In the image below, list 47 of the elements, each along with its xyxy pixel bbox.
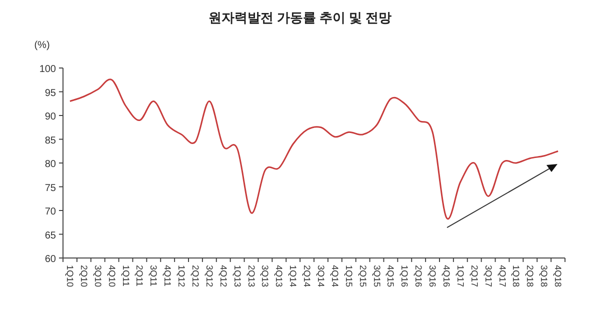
- x-tick-label: 2Q17: [469, 265, 480, 288]
- y-tick-label: 80: [44, 159, 56, 170]
- x-tick-label: 3Q11: [148, 265, 159, 286]
- x-tick-label: 4Q15: [386, 265, 396, 288]
- x-tick-label: 1Q16: [400, 265, 410, 288]
- x-tick-label: 2Q11: [134, 265, 145, 286]
- y-tick-label: 75: [44, 182, 56, 194]
- x-tick-label: 4Q12: [218, 265, 228, 288]
- x-tick-label: 1Q10: [64, 265, 75, 288]
- x-tick-label: 3Q18: [539, 265, 550, 288]
- x-tick-label: 2Q14: [302, 265, 312, 288]
- x-tick-label: 1Q14: [288, 265, 298, 288]
- x-tick-label: 3Q14: [316, 265, 326, 288]
- y-axis-title: (%): [34, 40, 50, 51]
- x-tick-label: 3Q13: [260, 265, 270, 288]
- y-tick-label: 100: [39, 64, 56, 75]
- x-tick-label: 2Q12: [190, 265, 200, 288]
- chart-title: 원자력발전 가동률 추이 및 전망: [208, 10, 392, 25]
- y-tick-label: 65: [44, 230, 56, 242]
- x-tick-label: 3Q16: [428, 265, 438, 288]
- x-tick-label: 3Q15: [372, 265, 382, 288]
- x-tick-label: 2Q15: [358, 265, 368, 288]
- y-tick-label: 90: [44, 112, 56, 122]
- x-tick-label: 1Q15: [344, 265, 354, 288]
- x-tick-label: 1Q11: [120, 265, 131, 286]
- x-tick-label: 2Q18: [525, 265, 536, 288]
- x-tick-label: 4Q17: [497, 265, 508, 288]
- x-tick-label: 4Q11: [162, 265, 173, 286]
- x-tick-label: 4Q10: [106, 265, 117, 288]
- y-tick-label: 95: [44, 88, 56, 99]
- x-tick-label: 4Q16: [441, 265, 452, 288]
- x-tick-label: 2Q16: [414, 265, 424, 288]
- x-tick-label: 4Q13: [274, 265, 284, 288]
- y-tick-label: 85: [44, 135, 56, 146]
- x-tick-label: 3Q10: [92, 265, 103, 288]
- x-tick-label: 2Q10: [78, 265, 89, 288]
- x-tick-label: 3Q17: [483, 265, 494, 288]
- x-tick-label: 1Q17: [455, 265, 466, 288]
- y-tick-label: 60: [44, 254, 56, 265]
- y-tick-label: 70: [44, 206, 56, 218]
- x-tick-label: 4Q14: [330, 265, 340, 288]
- x-tick-label: 2Q13: [246, 265, 256, 288]
- x-tick-label: 4Q18: [553, 265, 564, 288]
- x-tick-label: 3Q12: [204, 265, 214, 288]
- x-tick-label: 1Q12: [176, 265, 187, 288]
- x-tick-label: 1Q13: [232, 265, 242, 288]
- x-tick-label: 1Q18: [511, 265, 522, 288]
